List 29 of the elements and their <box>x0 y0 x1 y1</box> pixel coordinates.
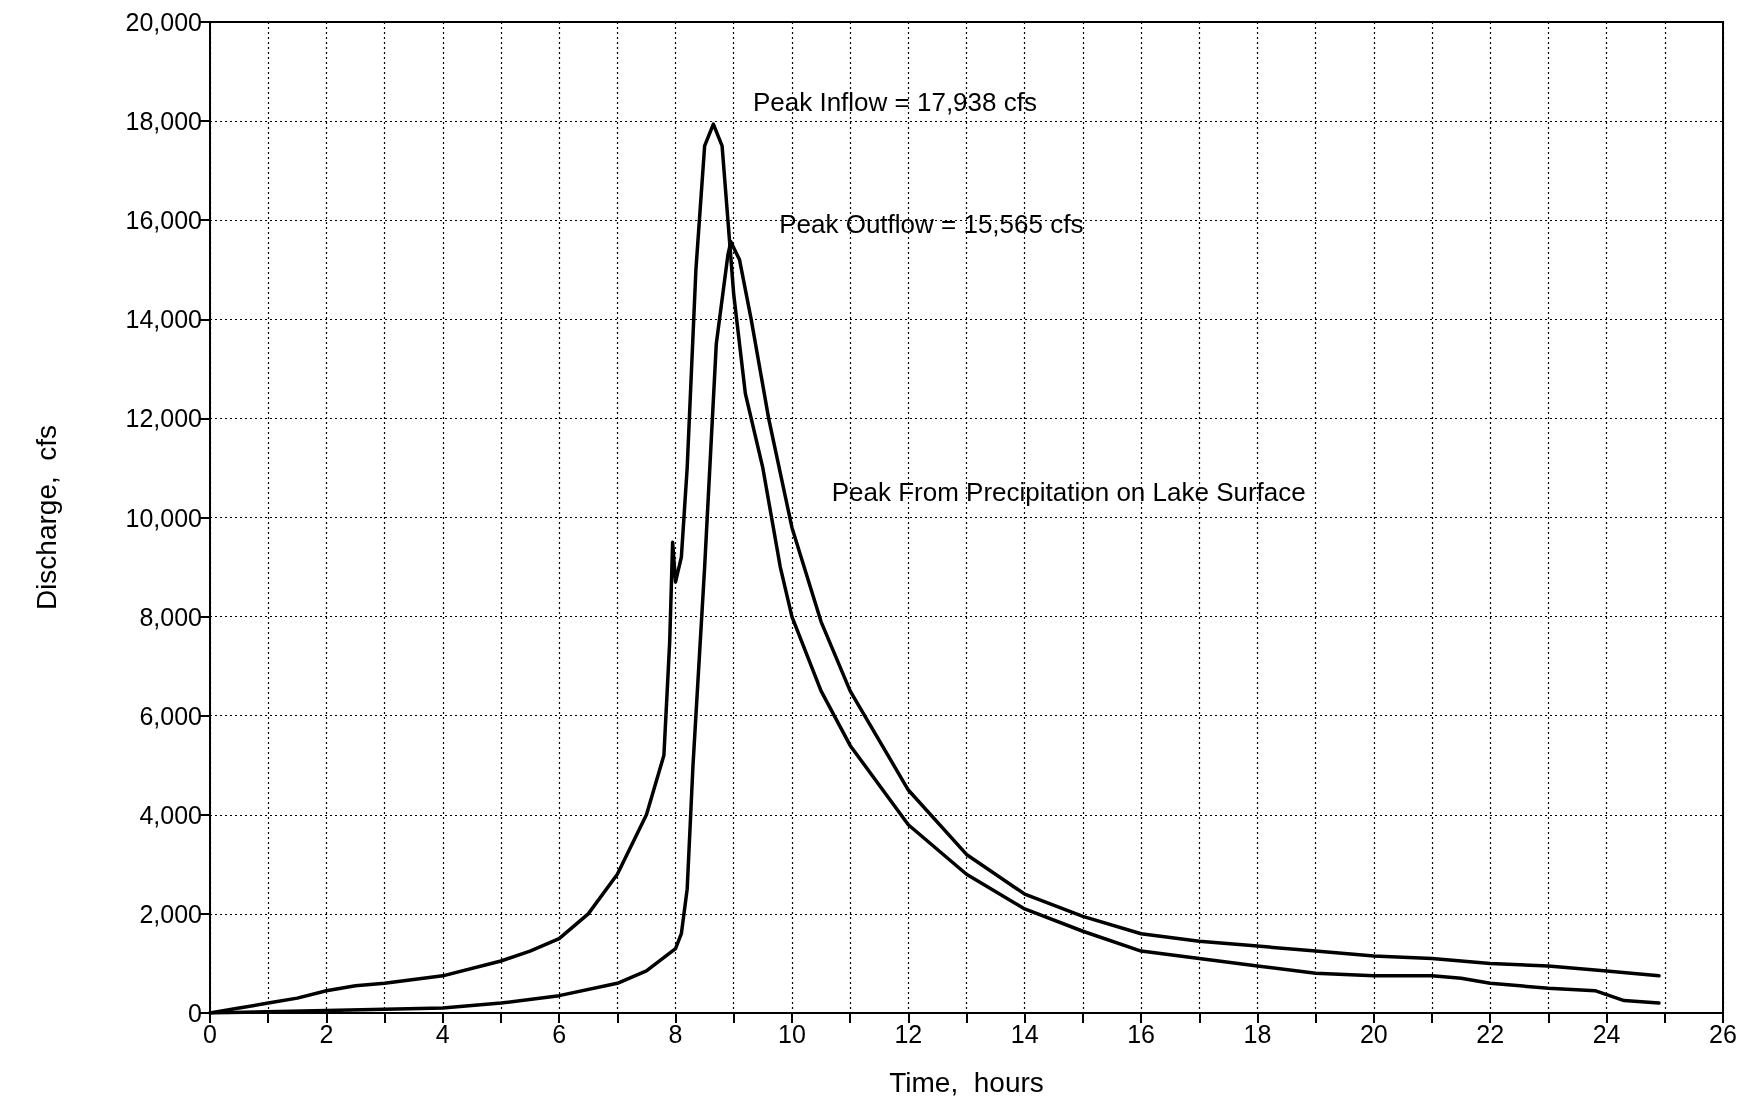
x-tick-label: 18 <box>1243 1019 1272 1048</box>
x-tick-label: 4 <box>435 1019 450 1048</box>
y-tick-label: 10,000 <box>125 503 202 532</box>
y-tick-label: 12,000 <box>125 404 202 433</box>
y-tick-label: 8,000 <box>139 602 202 631</box>
x-tick-label: 14 <box>1010 1019 1039 1048</box>
x-tick-label: 24 <box>1592 1019 1621 1048</box>
x-tick-label: 12 <box>894 1019 923 1048</box>
y-tick-label: 6,000 <box>139 701 202 730</box>
x-tick-label: 22 <box>1476 1019 1505 1048</box>
x-tick-label: 2 <box>319 1019 334 1048</box>
y-tick-label: 0 <box>188 999 202 1027</box>
x-axis-title: Time, hours <box>889 1066 1044 1098</box>
annotation: Peak Outflow = 15,565 cfs <box>779 209 1084 240</box>
y-tick-label: 16,000 <box>125 206 202 235</box>
y-tick-label: 20,000 <box>125 8 202 36</box>
y-tick-label: 2,000 <box>139 899 202 928</box>
annotation: Peak Inflow = 17,938 cfs <box>752 87 1037 118</box>
y-tick-label: 14,000 <box>125 305 202 334</box>
y-tick-label: 18,000 <box>125 107 202 136</box>
y-tick-label: 4,000 <box>139 800 202 829</box>
y-axis-title: Discharge, cfs <box>30 424 62 611</box>
x-tick-label: 8 <box>668 1019 683 1048</box>
annotation: Peak From Precipitation on Lake Surface <box>831 476 1306 507</box>
x-tick-label: 26 <box>1709 1019 1737 1048</box>
x-tick-label: 6 <box>552 1019 567 1048</box>
x-tick-label: 10 <box>778 1019 806 1048</box>
x-tick-label: 20 <box>1359 1019 1388 1048</box>
x-tick-label: 16 <box>1127 1019 1155 1048</box>
